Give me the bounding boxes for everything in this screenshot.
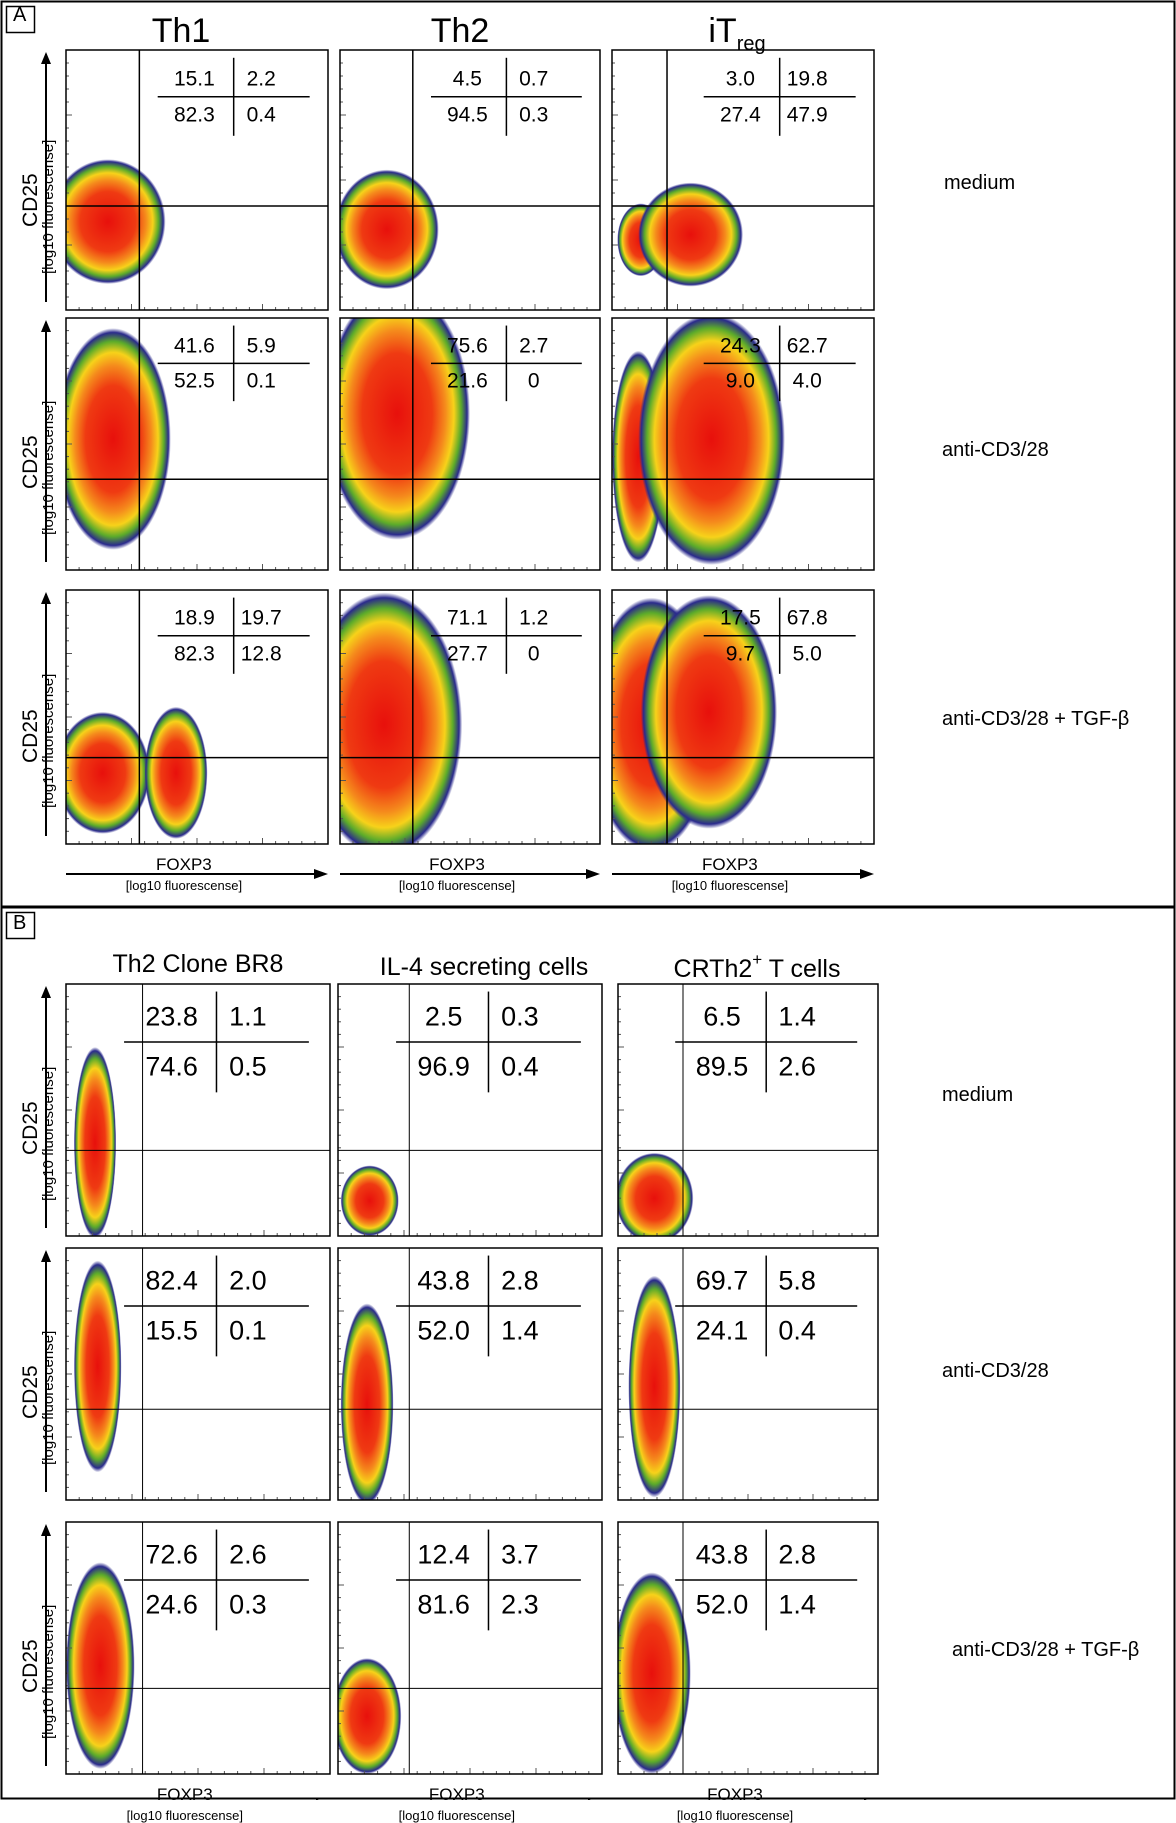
density-group — [341, 1303, 394, 1505]
density-group — [306, 593, 462, 857]
density-group — [613, 1572, 691, 1774]
flow-plot — [588, 590, 874, 852]
density-group — [50, 159, 165, 284]
cell-density-cloud — [641, 595, 777, 829]
cell-density-cloud — [66, 1562, 135, 1769]
density-group — [74, 1047, 116, 1239]
cell-density-cloud — [613, 1572, 691, 1774]
y-axis-arrowhead — [41, 52, 51, 64]
flow-plot — [66, 1248, 330, 1500]
cell-density-cloud — [638, 313, 785, 565]
density-group — [341, 1165, 399, 1236]
panel-a-letter-box — [7, 7, 35, 33]
cell-density-cloud — [306, 593, 462, 857]
flow-plot — [618, 1248, 878, 1500]
cell-density-cloud — [615, 1153, 693, 1244]
cell-density-cloud — [638, 183, 743, 287]
density-group — [66, 1562, 135, 1769]
density-group — [628, 1276, 680, 1498]
y-axis-arrowhead — [41, 1524, 51, 1536]
flow-plot — [612, 313, 874, 570]
y-axis-arrowhead — [41, 986, 51, 998]
y-axis-arrowhead — [41, 1250, 51, 1262]
flow-plot — [335, 50, 600, 310]
flow-plot — [338, 1248, 602, 1505]
density-group — [335, 170, 439, 290]
flow-plot — [613, 1522, 878, 1774]
y-axis-arrowhead — [41, 320, 51, 332]
cell-density-cloud — [335, 170, 439, 290]
flow-plot — [66, 1522, 330, 1774]
cell-density-cloud — [56, 328, 171, 550]
x-axis-sublabel: [log10 fluorescense] — [127, 1809, 243, 1822]
flow-plot — [615, 984, 878, 1244]
cell-density-cloud — [56, 712, 150, 834]
flow-plot — [333, 1522, 602, 1774]
flow-plot — [612, 50, 874, 310]
density-group — [56, 707, 208, 839]
flow-plot — [56, 590, 328, 844]
cell-density-cloud — [628, 1276, 680, 1498]
cell-density-cloud — [324, 288, 470, 540]
flow-plot — [56, 318, 328, 570]
panel-b-letter-box — [7, 913, 35, 939]
density-group — [324, 288, 470, 540]
density-group — [74, 1261, 122, 1473]
cell-density-cloud — [341, 1303, 394, 1505]
cell-density-cloud — [74, 1047, 116, 1239]
x-axis-arrowhead — [314, 869, 328, 879]
cell-density-cloud — [145, 707, 208, 839]
cell-density-cloud — [50, 159, 165, 284]
density-group — [333, 1658, 402, 1774]
cell-density-cloud — [74, 1261, 122, 1473]
x-axis-sublabel: [log10 fluorescense] — [677, 1809, 793, 1822]
x-axis-sublabel: [log10 fluorescense] — [399, 1809, 515, 1822]
flow-plot — [50, 50, 328, 310]
cell-density-cloud — [341, 1165, 399, 1236]
y-axis-arrowhead — [41, 592, 51, 604]
flow-plot — [66, 984, 330, 1239]
x-axis-arrowhead — [586, 869, 600, 879]
density-group — [615, 1153, 693, 1244]
x-axis-arrowhead — [860, 869, 874, 879]
density-group — [56, 328, 171, 550]
flow-plot — [338, 984, 602, 1236]
plot-grid — [41, 50, 878, 1800]
flow-plot — [324, 288, 600, 570]
flow-plot — [306, 590, 600, 857]
cell-density-cloud — [333, 1658, 402, 1774]
